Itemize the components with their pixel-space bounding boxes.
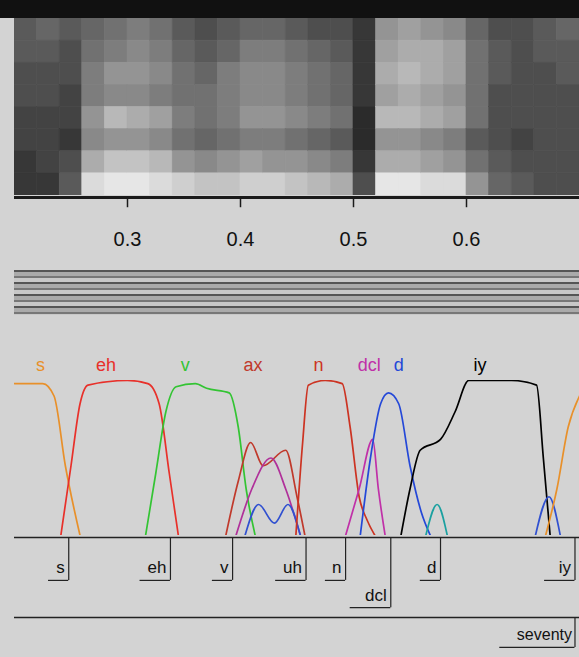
svg-text:0.3: 0.3 — [114, 228, 142, 250]
svg-text:d: d — [427, 558, 436, 577]
svg-text:s: s — [56, 558, 65, 577]
svg-text:s: s — [36, 355, 45, 375]
svg-text:n: n — [332, 558, 341, 577]
svg-text:d: d — [394, 355, 404, 375]
svg-text:dcl: dcl — [358, 355, 381, 375]
svg-text:eh: eh — [148, 558, 167, 577]
svg-text:0.5: 0.5 — [340, 228, 368, 250]
svg-text:iy: iy — [559, 558, 572, 577]
svg-text:0.4: 0.4 — [227, 228, 255, 250]
svg-text:seventy: seventy — [517, 626, 572, 643]
svg-text:eh: eh — [96, 355, 116, 375]
svg-text:dcl: dcl — [365, 586, 387, 605]
svg-text:n: n — [313, 355, 323, 375]
svg-text:v: v — [220, 558, 229, 577]
svg-text:ax: ax — [243, 355, 262, 375]
svg-text:v: v — [181, 355, 190, 375]
svg-text:0.6: 0.6 — [453, 228, 481, 250]
svg-text:uh: uh — [283, 558, 302, 577]
svg-text:iy: iy — [474, 355, 487, 375]
